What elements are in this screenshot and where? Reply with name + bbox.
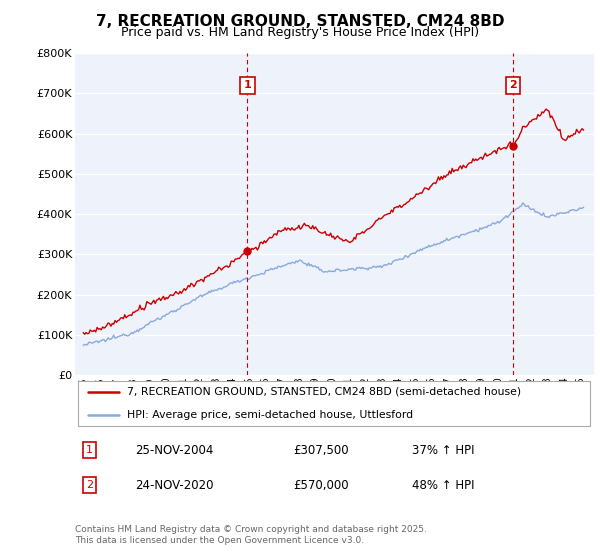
- Text: HPI: Average price, semi-detached house, Uttlesford: HPI: Average price, semi-detached house,…: [127, 410, 413, 420]
- Text: 1: 1: [244, 81, 251, 90]
- Text: £307,500: £307,500: [293, 444, 349, 457]
- Text: 24-NOV-2020: 24-NOV-2020: [134, 478, 213, 492]
- Text: Price paid vs. HM Land Registry's House Price Index (HPI): Price paid vs. HM Land Registry's House …: [121, 26, 479, 39]
- Text: 25-NOV-2004: 25-NOV-2004: [134, 444, 213, 457]
- Text: 37% ↑ HPI: 37% ↑ HPI: [412, 444, 475, 457]
- Text: 2: 2: [509, 81, 517, 90]
- Text: 7, RECREATION GROUND, STANSTED, CM24 8BD (semi-detached house): 7, RECREATION GROUND, STANSTED, CM24 8BD…: [127, 386, 521, 396]
- Text: £570,000: £570,000: [293, 478, 349, 492]
- Text: 48% ↑ HPI: 48% ↑ HPI: [412, 478, 475, 492]
- Text: 7, RECREATION GROUND, STANSTED, CM24 8BD: 7, RECREATION GROUND, STANSTED, CM24 8BD: [96, 14, 504, 29]
- Text: 1: 1: [86, 445, 93, 455]
- Text: Contains HM Land Registry data © Crown copyright and database right 2025.
This d: Contains HM Land Registry data © Crown c…: [75, 525, 427, 545]
- Text: 2: 2: [86, 480, 93, 490]
- FancyBboxPatch shape: [77, 381, 590, 426]
